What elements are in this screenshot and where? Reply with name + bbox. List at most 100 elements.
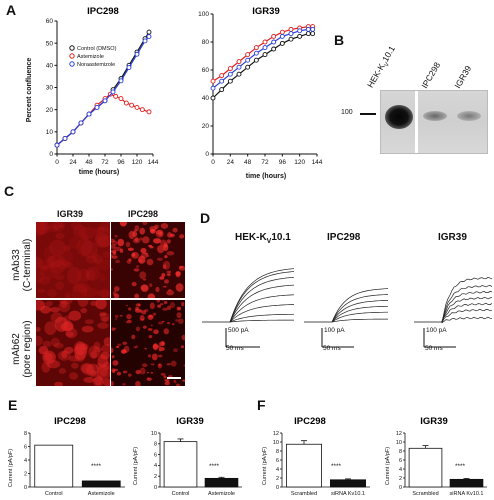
- cell-blob: [138, 259, 143, 263]
- cell-blob: [81, 363, 95, 376]
- cell-blob: [183, 364, 185, 367]
- cell-blob: [163, 375, 167, 379]
- cell-blob: [159, 276, 165, 280]
- cell-blob: [36, 335, 43, 346]
- cell-blob: [176, 312, 182, 319]
- current-trace: [229, 271, 295, 323]
- cell-blob: [111, 238, 116, 243]
- cell-blob: [54, 274, 65, 280]
- cell-blob: [85, 266, 100, 281]
- micro-texture-4: [111, 300, 185, 386]
- bar-e-ipc298-title: IPC298: [54, 416, 86, 427]
- cell-blob: [68, 237, 81, 249]
- cell-blob: [68, 310, 82, 321]
- cell-blob: [139, 271, 147, 280]
- cell-blob: [139, 315, 145, 322]
- cell-blob: [111, 381, 115, 386]
- cell-blob: [142, 236, 150, 244]
- x-tick-label: 72: [261, 159, 269, 166]
- data-point: [305, 31, 311, 37]
- cell-blob: [139, 227, 146, 235]
- micro-row-label-mab62: mAb62 (pore region): [11, 320, 33, 378]
- data-point: [288, 26, 294, 32]
- current-trace: [229, 294, 295, 323]
- y-tick-label: 6: [399, 458, 402, 464]
- cell-blob: [156, 300, 161, 303]
- cell-blob: [134, 293, 140, 298]
- data-point: [288, 31, 294, 37]
- cell-blob: [113, 246, 122, 251]
- current-trace: [229, 304, 295, 323]
- cell-blob: [151, 353, 158, 361]
- cell-blob: [60, 322, 74, 332]
- current-trace: [441, 277, 493, 323]
- cell-blob: [179, 234, 185, 239]
- cell-blob: [72, 282, 90, 293]
- y-tick-label: 4: [154, 463, 157, 469]
- cell-blob: [125, 241, 131, 248]
- cell-blob: [119, 222, 128, 227]
- cell-blob: [80, 362, 93, 374]
- micro-image-igr39-mab33: [36, 222, 110, 298]
- cell-blob: [111, 268, 113, 271]
- cell-blob: [138, 255, 146, 264]
- cell-blob: [148, 314, 154, 318]
- cell-blob: [78, 226, 96, 239]
- cell-blob: [169, 302, 176, 309]
- cell-blob: [148, 244, 153, 247]
- cell-blob: [49, 306, 60, 313]
- x-tick-label: 24: [227, 159, 235, 166]
- cell-blob: [91, 251, 98, 260]
- y-tick-label: 0: [49, 151, 53, 158]
- cell-blob: [46, 360, 61, 369]
- cell-blob: [94, 375, 103, 386]
- cell-blob: [100, 351, 110, 360]
- bar: [329, 479, 366, 488]
- cell-blob: [157, 304, 162, 308]
- cell-blob: [76, 237, 93, 257]
- cell-blob: [136, 265, 140, 268]
- cell-blob: [162, 307, 168, 311]
- cell-blob: [94, 226, 105, 233]
- cell-blob: [95, 300, 107, 310]
- bar-f-ipc298-stars: ****: [331, 463, 342, 470]
- current-trace: [331, 318, 388, 323]
- cell-blob: [163, 300, 168, 305]
- data-point: [253, 57, 259, 63]
- legend-noraastemizole-marker: [69, 61, 75, 67]
- blot-band-igr39: [457, 111, 481, 121]
- cell-blob: [95, 226, 110, 248]
- cell-blob: [164, 255, 168, 259]
- cell-blob: [82, 234, 89, 242]
- cell-blob: [160, 303, 164, 306]
- cell-blob: [92, 254, 103, 264]
- blot-label-igr39: IGR39: [452, 63, 474, 90]
- bar-e-igr39-ylabel: Current (pA/pF): [133, 447, 139, 485]
- cell-blob: [102, 361, 110, 371]
- cell-blob: [66, 331, 74, 337]
- micro-texture-3: [36, 300, 110, 386]
- cell-blob: [44, 321, 57, 336]
- cell-blob: [159, 239, 167, 247]
- cell-blob: [59, 222, 66, 229]
- bar: [34, 444, 74, 488]
- scale-current-hek: 500 pA: [228, 327, 249, 334]
- cell-blob: [101, 344, 110, 353]
- y-tick-label: 6: [276, 458, 279, 464]
- cell-blob: [141, 310, 147, 315]
- cell-blob: [53, 224, 65, 233]
- chart-ipc298-ylabel: Percent confluence: [26, 58, 33, 123]
- current-trace: [331, 300, 389, 323]
- cell-blob: [111, 368, 116, 373]
- bar: [81, 480, 121, 488]
- cell-blob: [100, 288, 110, 298]
- cell-blob: [128, 307, 132, 311]
- micro-scale-bar: [167, 377, 181, 379]
- data-point: [118, 78, 124, 84]
- blot-marker-line: [360, 113, 376, 115]
- bar-chart-e-igr39: IGR39 Current (pA/pF) **** 0 2 4 6 8 10 Contro…: [133, 416, 242, 497]
- cell-blob: [135, 326, 141, 332]
- x-tick-label: 0: [55, 159, 59, 166]
- cell-blob: [36, 256, 43, 270]
- data-point: [253, 45, 259, 51]
